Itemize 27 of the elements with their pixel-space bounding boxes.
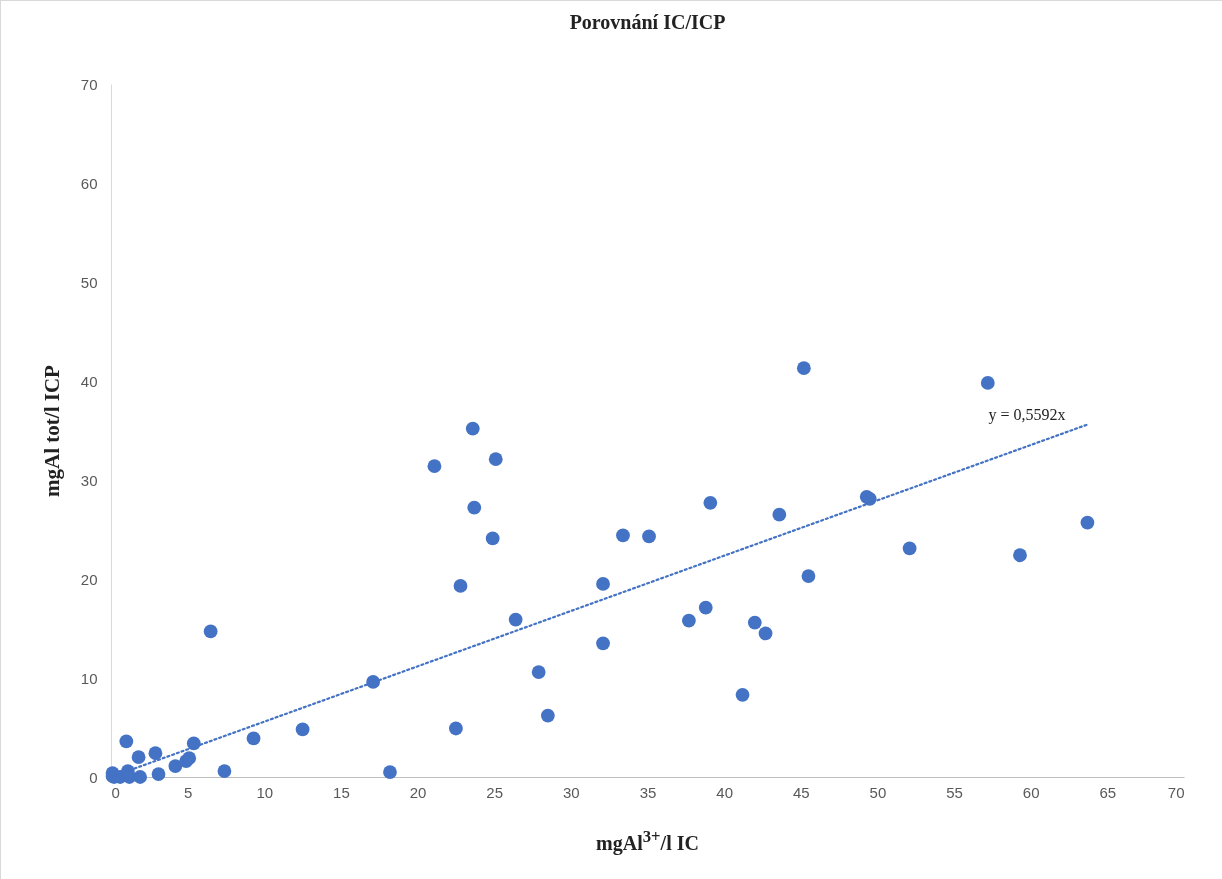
x-tick-label: 30 bbox=[563, 783, 580, 801]
x-tick-label: 40 bbox=[716, 783, 733, 801]
x-tick-label: 10 bbox=[256, 783, 274, 801]
x-tick-label: 20 bbox=[409, 783, 427, 801]
y-tick-label: 60 bbox=[80, 174, 98, 192]
y-tick-label: 70 bbox=[80, 75, 98, 93]
y-tick-label: 30 bbox=[80, 471, 98, 489]
x-tick-label: 60 bbox=[1022, 783, 1040, 801]
y-tick-label: 10 bbox=[80, 669, 98, 687]
y-axis-title: mgAl tot/l ICP bbox=[39, 364, 64, 497]
x-tick-label: 35 bbox=[639, 783, 657, 801]
x-tick-label: 5 bbox=[183, 783, 193, 801]
y-tick-label: 0 bbox=[89, 768, 98, 786]
y-tick-label: 50 bbox=[80, 273, 98, 291]
x-tick-label: 25 bbox=[486, 783, 504, 801]
x-tick-label: 45 bbox=[792, 783, 810, 801]
chart-title: Porovnání IC/ICP bbox=[569, 11, 726, 33]
annotation: y = 0,5592x bbox=[988, 405, 1066, 424]
x-tick-label: 55 bbox=[946, 783, 963, 801]
y-tick-label: 40 bbox=[80, 372, 98, 390]
x-tick-label: 15 bbox=[333, 783, 350, 801]
x-axis-title: mgAl$^{3+}$/l IC bbox=[595, 827, 700, 855]
y-tick-label: 20 bbox=[80, 570, 98, 588]
x-tick-label: 70 bbox=[1167, 783, 1185, 801]
x-tick-label: 50 bbox=[869, 783, 887, 801]
x-tick-label: 65 bbox=[1099, 783, 1117, 801]
x-tick-label: 0 bbox=[111, 783, 120, 801]
